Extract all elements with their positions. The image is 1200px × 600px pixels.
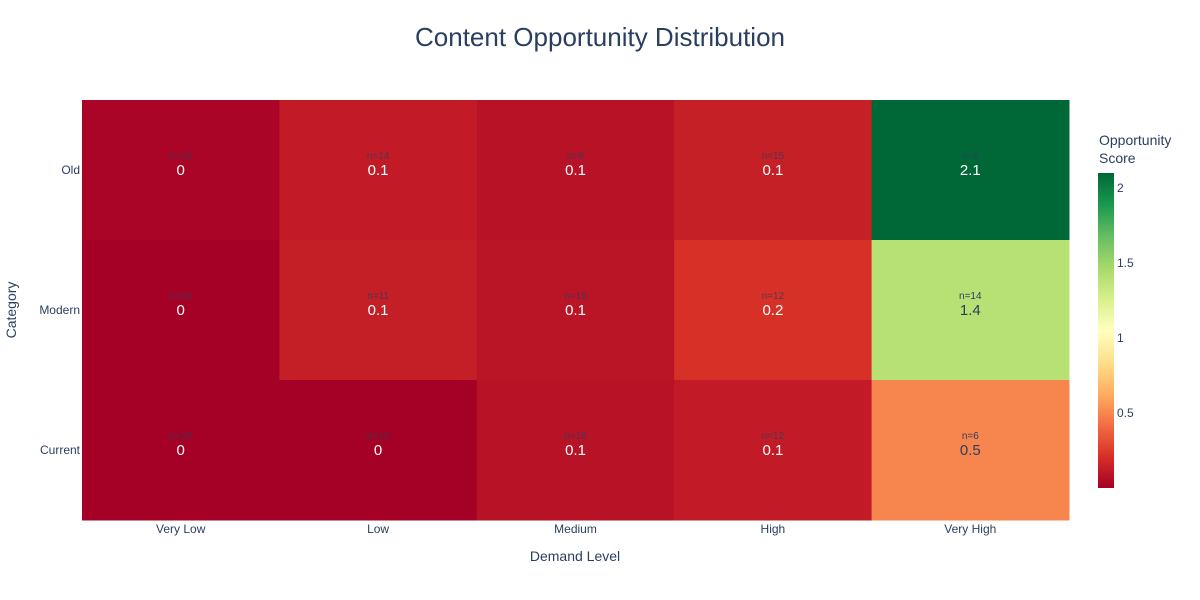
x-tick-label: Medium (554, 522, 597, 536)
heatmap-cell (674, 240, 873, 381)
cell-value-label: 1.4 (960, 302, 981, 319)
heatmap-cell (674, 380, 873, 521)
cell-value-label: 0 (177, 162, 185, 179)
colorbar-tick-label: 1 (1117, 331, 1124, 345)
cell-count-label: n=13 (169, 151, 192, 162)
y-axis-title: Category (3, 282, 19, 339)
cell-count-label: n=12 (762, 431, 785, 442)
cell-value-label: 0 (374, 442, 382, 459)
cell-count-label: n=14 (169, 291, 192, 302)
cell-count-label: n=16 (169, 431, 192, 442)
cell-value-label: 0.1 (368, 162, 389, 179)
chart-title: Content Opportunity Distribution (415, 22, 785, 52)
heatmap-cell (476, 100, 675, 241)
cell-count-label: n=12 (762, 291, 785, 302)
cell-count-label: n=8 (567, 151, 584, 162)
cell-count-label: n=18 (564, 431, 587, 442)
heatmap-cell (82, 380, 280, 521)
colorbar-ticks: 0.5 1 1.5 2 (1117, 181, 1134, 420)
y-tick-label: Current (40, 443, 81, 457)
heatmap-cell (674, 100, 873, 241)
cell-value-label: 0 (177, 442, 185, 459)
cell-count-label: n=14 (367, 151, 390, 162)
cell-value-label: 0.1 (762, 162, 783, 179)
y-tick-label: Modern (39, 303, 80, 317)
cell-value-label: 2.1 (960, 162, 981, 179)
cell-value-label: 0.1 (565, 162, 586, 179)
y-axis-ticks: Old Modern Current (39, 163, 80, 457)
heatmap-cell (279, 380, 478, 521)
cell-count-label: n=15 (762, 151, 785, 162)
heatmap-cell (82, 100, 280, 241)
cell-value-label: 0.1 (762, 442, 783, 459)
cell-value-label: 0 (177, 302, 185, 319)
x-tick-label: High (761, 522, 786, 536)
colorbar-tick-label: 0.5 (1117, 406, 1134, 420)
colorbar-title-line1: Opportunity (1099, 132, 1171, 148)
colorbar-title-line2: Score (1099, 150, 1136, 166)
heatmap-cell (476, 380, 675, 521)
cell-count-label: n=11 (367, 291, 389, 302)
cell-value-label: 0.5 (960, 442, 981, 459)
heatmap-cell (871, 380, 1070, 521)
x-axis-title: Demand Level (530, 548, 620, 564)
cell-count-label: n=6 (962, 431, 979, 442)
y-tick-label: Old (61, 163, 80, 177)
heatmap-cell (279, 240, 478, 381)
colorbar-tick-label: 2 (1117, 181, 1124, 195)
x-tick-label: Very High (944, 522, 996, 536)
cell-value-label: 0.2 (762, 302, 783, 319)
colorbar-tick-label: 1.5 (1117, 256, 1134, 270)
heatmap-cell (279, 100, 478, 241)
heatmap-cell (871, 240, 1070, 381)
cell-value-label: 0.1 (565, 302, 586, 319)
cell-value-label: 0.1 (368, 302, 389, 319)
x-tick-label: Low (367, 522, 389, 536)
heatmap-cells (82, 100, 1070, 521)
heatmap-cell (82, 240, 280, 381)
cell-count-label: n=12 (367, 431, 390, 442)
colorbar-gradient (1098, 173, 1114, 488)
x-tick-label: Very Low (156, 522, 206, 536)
cell-count-label: n=6 (962, 151, 979, 162)
cell-value-label: 0.1 (565, 442, 586, 459)
x-axis-ticks: Very Low Low Medium High Very High (156, 522, 996, 536)
cell-count-label: n=16 (564, 291, 587, 302)
heatmap-cell (871, 100, 1070, 241)
cell-count-label: n=14 (959, 291, 982, 302)
heatmap-cell (476, 240, 675, 381)
heatmap-labels: n=130n=140.1n=80.1n=150.1n=62.1n=140n=11… (169, 151, 982, 459)
colorbar: Opportunity Score 0.5 1 1.5 2 (1098, 132, 1171, 488)
